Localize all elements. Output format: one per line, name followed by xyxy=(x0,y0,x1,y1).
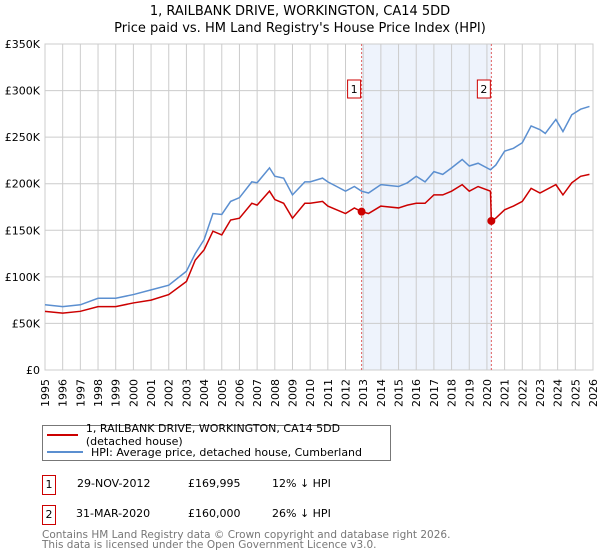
transaction-hpi: 12% ↓ HPI xyxy=(272,477,331,490)
x-tick-label: 1996 xyxy=(57,379,70,407)
legend-label: HPI: Average price, detached house, Cumb… xyxy=(91,445,363,459)
transaction-price: £160,000 xyxy=(188,507,241,520)
x-tick-label: 2026 xyxy=(587,379,600,407)
x-tick-label: 2018 xyxy=(446,379,459,407)
x-tick-label: 2007 xyxy=(251,379,264,407)
x-tick-label: 2015 xyxy=(393,379,406,407)
x-tick-label: 2001 xyxy=(145,379,158,407)
series-line-hpi xyxy=(44,105,590,308)
legend: 1, RAILBANK DRIVE, WORKINGTON, CA14 5DD … xyxy=(42,422,391,461)
legend-swatch-blue xyxy=(47,451,83,453)
legend-item-property: 1, RAILBANK DRIVE, WORKINGTON, CA14 5DD … xyxy=(47,422,390,448)
x-tick-label: 2017 xyxy=(428,379,441,407)
x-tick-label: 2021 xyxy=(499,379,512,407)
transaction-date: 31-MAR-2020 xyxy=(76,507,151,520)
x-tick-label: 2013 xyxy=(357,379,370,407)
legend-swatch-red xyxy=(47,434,78,436)
transaction-price: £169,995 xyxy=(188,477,241,490)
x-tick-label: 2024 xyxy=(552,379,565,407)
chart-subtitle: Price paid vs. HM Land Registry's House … xyxy=(114,21,486,36)
x-tick-label: 2008 xyxy=(269,379,282,407)
legend-label: 1, RAILBANK DRIVE, WORKINGTON, CA14 5DD … xyxy=(85,422,341,448)
annotation-label: 1 xyxy=(351,83,358,96)
x-tick-label: 2023 xyxy=(534,379,547,407)
sale-point xyxy=(357,207,366,216)
transaction-badge: 1 xyxy=(42,475,56,495)
annotation-box xyxy=(347,79,362,99)
x-tick-label: 2022 xyxy=(516,379,529,407)
x-tick-label: 1997 xyxy=(74,379,87,407)
y-tick-label: £200K xyxy=(5,178,41,191)
x-tick-label: 2012 xyxy=(340,379,353,407)
y-tick-label: £50K xyxy=(12,317,41,330)
x-tick-label: 1995 xyxy=(39,379,52,407)
x-tick-label: 2005 xyxy=(216,379,229,407)
x-tick-label: 2006 xyxy=(233,379,246,407)
x-tick-label: 2014 xyxy=(375,379,388,407)
x-tick-label: 2002 xyxy=(163,379,176,407)
sale-point xyxy=(487,216,496,225)
x-tick-label: 2011 xyxy=(322,379,335,407)
x-tick-label: 1999 xyxy=(110,379,123,407)
transaction-hpi: 26% ↓ HPI xyxy=(272,507,331,520)
plot-border xyxy=(44,43,594,371)
y-tick-label: £350K xyxy=(5,38,41,51)
y-tick-label: £100K xyxy=(5,271,41,284)
y-tick-label: £250K xyxy=(5,131,41,144)
x-tick-label: 2009 xyxy=(286,379,299,407)
x-tick-label: 1998 xyxy=(92,379,105,407)
x-tick-label: 2004 xyxy=(198,379,211,407)
annotation-box xyxy=(476,79,491,99)
annotation-label: 2 xyxy=(480,83,487,96)
x-tick-label: 2000 xyxy=(127,379,140,407)
footer-line: Contains HM Land Registry data © Crown c… xyxy=(42,529,451,541)
x-tick-label: 2003 xyxy=(180,379,193,407)
chart-title: 1, RAILBANK DRIVE, WORKINGTON, CA14 5DD xyxy=(149,4,451,19)
footer: Contains HM Land Registry data © Crown c… xyxy=(42,529,451,551)
x-tick-label: 2025 xyxy=(569,379,582,407)
price-chart: 1995 1996 1997 1998 1999 2000 2001 2002 2003 2004… xyxy=(5,38,600,407)
x-tick-label: 2020 xyxy=(481,379,494,407)
transaction-date: 29-NOV-2012 xyxy=(77,477,151,490)
x-tick-label: 2019 xyxy=(463,379,476,407)
x-tick-label: 2016 xyxy=(410,379,423,407)
footer-line: This data is licensed under the Open Gov… xyxy=(42,539,377,551)
transaction-badge: 2 xyxy=(42,505,56,525)
series-line-property xyxy=(44,173,590,314)
y-tick-label: £150K xyxy=(5,224,41,237)
x-tick-label: 2010 xyxy=(304,379,317,407)
y-tick-label: £300K xyxy=(5,85,41,98)
y-tick-label: £0 xyxy=(26,364,40,377)
legend-item-hpi: HPI: Average price, detached house, Cumb… xyxy=(47,444,362,460)
